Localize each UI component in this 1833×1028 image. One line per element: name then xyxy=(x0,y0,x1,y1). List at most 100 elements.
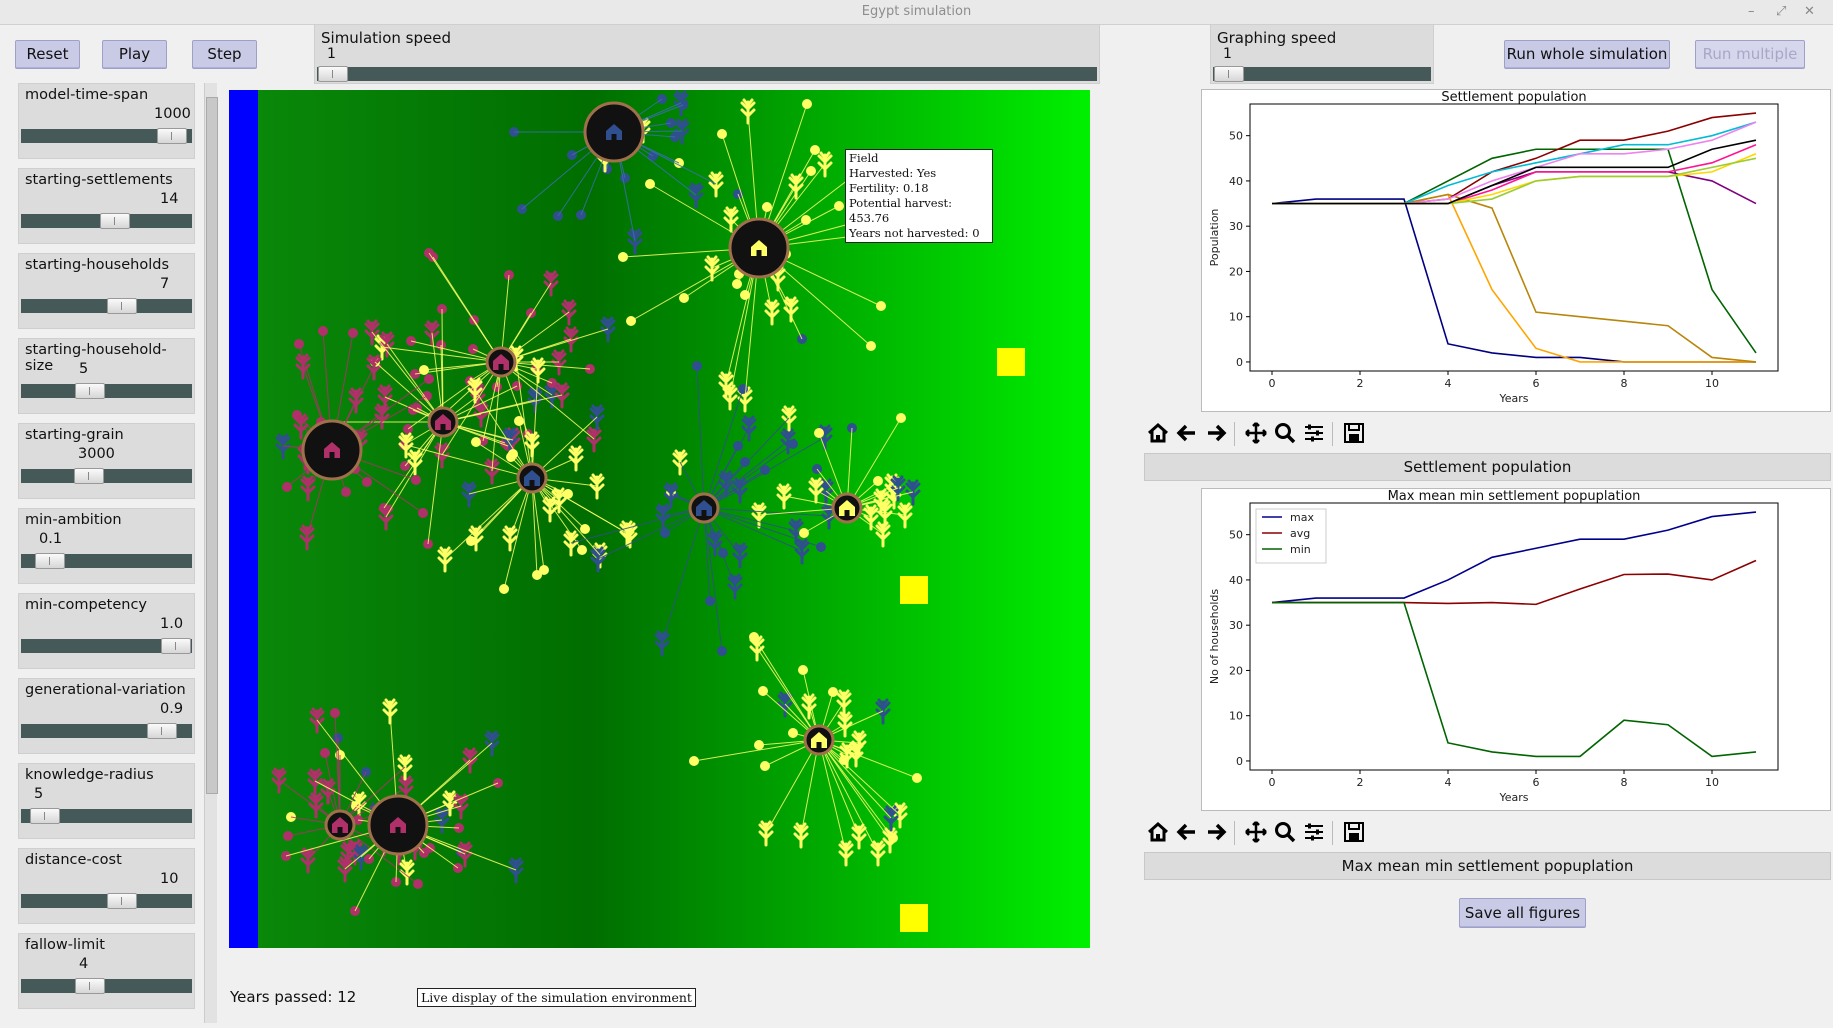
field-icon[interactable] xyxy=(794,538,810,565)
param-slider-handle[interactable] xyxy=(157,128,187,144)
field-icon[interactable] xyxy=(727,573,743,600)
field-icon[interactable] xyxy=(905,479,921,506)
field-icon[interactable] xyxy=(890,475,906,502)
param-slider-handle[interactable] xyxy=(107,893,137,909)
field-icon[interactable] xyxy=(674,118,690,145)
home-button[interactable] xyxy=(1144,818,1172,846)
pan-button[interactable] xyxy=(1242,818,1270,846)
save-button[interactable] xyxy=(1340,419,1368,447)
field-icon[interactable] xyxy=(453,793,469,820)
field-icon[interactable] xyxy=(838,840,854,867)
field-icon[interactable] xyxy=(467,377,483,404)
field-icon[interactable] xyxy=(897,502,913,529)
settlement[interactable] xyxy=(427,406,459,438)
back-arrow-button[interactable] xyxy=(1173,818,1201,846)
field-icon[interactable] xyxy=(589,473,605,500)
close-icon[interactable]: ✕ xyxy=(1804,4,1815,19)
field-icon[interactable] xyxy=(337,856,353,883)
play-button[interactable]: Play xyxy=(102,40,167,69)
field-icon[interactable] xyxy=(377,384,393,411)
param-slider[interactable] xyxy=(21,808,192,824)
settlement[interactable] xyxy=(831,492,863,524)
field-icon[interactable] xyxy=(299,524,315,551)
param-slider-handle[interactable] xyxy=(75,383,105,399)
field-icon[interactable] xyxy=(776,483,792,510)
field-icon[interactable] xyxy=(749,635,765,662)
fertile-field-marker[interactable] xyxy=(900,576,928,604)
field-icon[interactable] xyxy=(875,698,891,725)
field-icon[interactable] xyxy=(437,546,453,573)
field-icon[interactable] xyxy=(654,630,670,657)
field-icon[interactable] xyxy=(366,354,382,381)
field-icon[interactable] xyxy=(508,857,524,884)
settlement[interactable] xyxy=(324,809,356,841)
field-icon[interactable] xyxy=(442,790,458,817)
param-slider-handle[interactable] xyxy=(161,638,191,654)
param-slider[interactable] xyxy=(21,893,192,909)
home-button[interactable] xyxy=(1144,419,1172,447)
reset-button[interactable]: Reset xyxy=(15,40,80,69)
fertile-field-marker[interactable] xyxy=(900,904,928,932)
sidebar-scroll-thumb[interactable] xyxy=(206,97,218,794)
field-icon[interactable] xyxy=(589,404,605,431)
graphing-speed-handle[interactable] xyxy=(1214,66,1244,82)
field-icon[interactable] xyxy=(817,151,833,178)
field-icon[interactable] xyxy=(622,522,638,549)
forward-arrow-button[interactable] xyxy=(1202,818,1230,846)
param-slider[interactable] xyxy=(21,128,192,144)
field-icon[interactable] xyxy=(707,530,723,557)
back-arrow-button[interactable] xyxy=(1173,419,1201,447)
field-icon[interactable] xyxy=(723,206,739,233)
param-slider-handle[interactable] xyxy=(35,553,65,569)
field-icon[interactable] xyxy=(309,707,325,734)
param-slider-handle[interactable] xyxy=(107,298,137,314)
field-icon[interactable] xyxy=(722,384,738,411)
settlement[interactable] xyxy=(301,419,363,481)
field-icon[interactable] xyxy=(793,822,809,849)
settlement[interactable] xyxy=(583,101,645,163)
field-icon[interactable] xyxy=(751,502,767,529)
param-slider[interactable] xyxy=(21,638,192,654)
field-icon[interactable] xyxy=(502,525,518,552)
maximize-icon[interactable]: ⤢ xyxy=(1776,4,1787,19)
param-slider-handle[interactable] xyxy=(100,213,130,229)
graphing-speed-slider[interactable] xyxy=(1213,66,1431,82)
fertile-field-marker[interactable] xyxy=(997,348,1025,376)
minimize-icon[interactable]: – xyxy=(1748,4,1755,19)
field-icon[interactable] xyxy=(883,805,899,832)
param-slider[interactable] xyxy=(21,298,192,314)
field-icon[interactable] xyxy=(704,255,720,282)
run-multiple-button[interactable]: Run multiple xyxy=(1695,40,1805,69)
param-slider-handle[interactable] xyxy=(74,468,104,484)
field-icon[interactable] xyxy=(340,841,356,868)
field-icon[interactable] xyxy=(741,415,757,442)
field-icon[interactable] xyxy=(551,349,567,376)
field-icon[interactable] xyxy=(663,482,679,509)
param-slider[interactable] xyxy=(21,213,192,229)
param-slider[interactable] xyxy=(21,468,192,484)
settlement[interactable] xyxy=(367,794,429,856)
forward-arrow-button[interactable] xyxy=(1202,419,1230,447)
param-slider[interactable] xyxy=(21,383,192,399)
pan-button[interactable] xyxy=(1242,419,1270,447)
field-icon[interactable] xyxy=(875,521,891,548)
field-icon[interactable] xyxy=(600,316,616,343)
save-all-figures-button[interactable]: Save all figures xyxy=(1459,898,1586,928)
field-icon[interactable] xyxy=(672,449,688,476)
field-icon[interactable] xyxy=(737,386,753,413)
field-icon[interactable] xyxy=(397,754,413,781)
run-whole-simulation-button[interactable]: Run whole simulation xyxy=(1504,40,1670,69)
settlement[interactable] xyxy=(516,462,548,494)
param-slider[interactable] xyxy=(21,978,192,994)
param-slider-handle[interactable] xyxy=(147,723,177,739)
field-icon[interactable] xyxy=(781,405,797,432)
settlement[interactable] xyxy=(688,492,720,524)
field-icon[interactable] xyxy=(379,331,395,358)
field-icon[interactable] xyxy=(764,299,780,326)
param-slider[interactable] xyxy=(21,553,192,569)
field-icon[interactable] xyxy=(708,171,724,198)
field-icon[interactable] xyxy=(473,401,489,428)
field-icon[interactable] xyxy=(627,228,643,255)
field-icon[interactable] xyxy=(275,433,291,460)
param-slider-handle[interactable] xyxy=(30,808,60,824)
